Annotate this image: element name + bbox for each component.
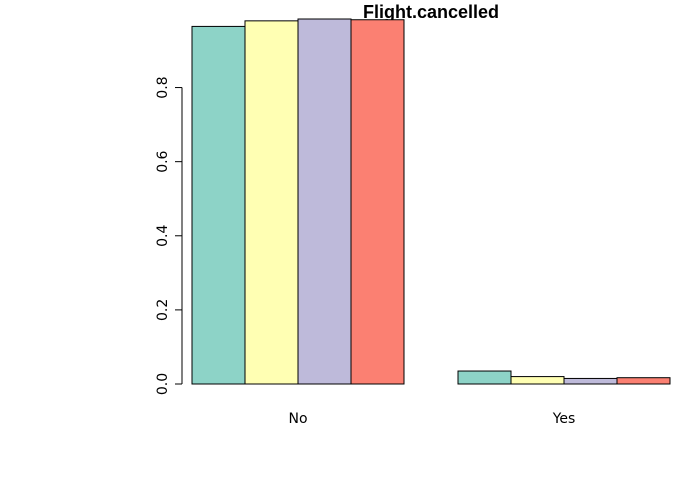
y-tick-label: 0.4	[155, 225, 171, 247]
bar	[350, 19, 405, 385]
x-category-label: Yes	[552, 411, 576, 427]
bar	[457, 370, 512, 385]
bar	[244, 20, 299, 385]
bars	[191, 18, 671, 385]
x-category-label: No	[288, 411, 307, 427]
bar	[563, 377, 618, 385]
y-tick-label: 0.0	[155, 373, 171, 395]
y-tick-label: 0.2	[155, 299, 171, 321]
y-axis: 0.0 0.2 0.4 0.6 0.8	[155, 76, 183, 395]
bar	[297, 18, 352, 385]
y-tick-label: 0.6	[155, 150, 171, 172]
bar	[616, 377, 671, 385]
chart-title: Flight.cancelled	[363, 2, 499, 22]
x-axis-labels: No Yes	[288, 411, 575, 427]
y-tick-label: 0.8	[155, 76, 171, 98]
bar	[191, 25, 246, 385]
bar	[510, 376, 565, 385]
